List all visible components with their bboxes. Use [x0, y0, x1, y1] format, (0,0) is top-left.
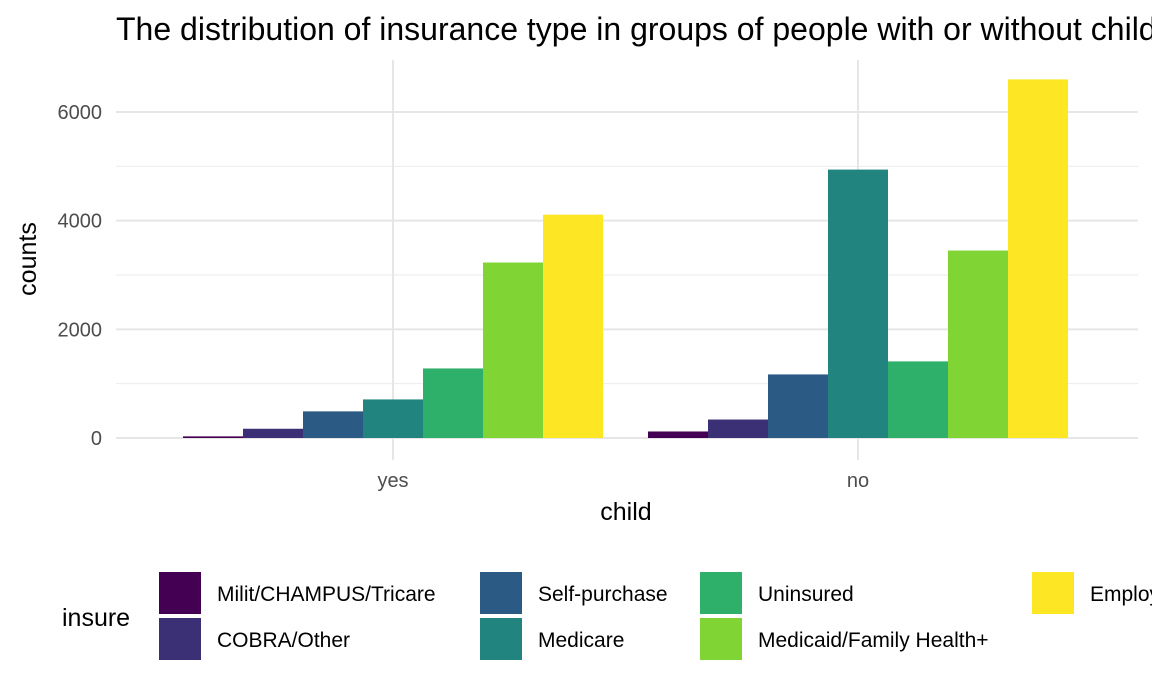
- legend-label: COBRA/Other: [217, 629, 350, 652]
- legend-swatch: [159, 572, 201, 614]
- legend-label: Milit/CHAMPUS/Tricare: [217, 583, 436, 606]
- y-tick-label: 4000: [58, 211, 103, 233]
- bar: [708, 419, 768, 438]
- legend-title: insure: [62, 604, 130, 632]
- legend-swatch: [1032, 572, 1074, 614]
- legend-label: Medicare: [538, 629, 624, 652]
- bar: [363, 399, 423, 438]
- y-tick-labels: 0 2000 4000 6000: [58, 102, 103, 450]
- bar: [828, 169, 888, 439]
- legend-swatch: [159, 618, 201, 660]
- x-tick-label: no: [847, 470, 869, 492]
- bar: [183, 436, 243, 438]
- x-tick-labels: yes no: [377, 470, 869, 492]
- y-axis-title: counts: [14, 222, 42, 296]
- legend-swatch: [700, 572, 742, 614]
- legend-swatch: [480, 618, 522, 660]
- bar: [1008, 79, 1068, 439]
- legend-label: Employer: [1090, 583, 1152, 606]
- y-tick-label: 2000: [58, 319, 103, 341]
- legend-label: Uninsured: [758, 583, 854, 606]
- bar: [303, 411, 363, 438]
- legend-label: Medicaid/Family Health+: [758, 629, 989, 652]
- bar: [768, 374, 828, 438]
- legend-swatch: [700, 618, 742, 660]
- y-tick-label: 0: [91, 428, 102, 450]
- bar: [543, 214, 603, 438]
- x-tick-label: yes: [377, 470, 408, 492]
- bar: [423, 368, 483, 438]
- legend-label: Self-purchase: [538, 583, 668, 606]
- legend-swatch: [480, 572, 522, 614]
- x-axis-title: child: [600, 498, 651, 526]
- bar: [948, 250, 1008, 438]
- y-tick-label: 6000: [58, 102, 103, 124]
- bar: [243, 428, 303, 438]
- chart-title: The distribution of insurance type in gr…: [116, 11, 1152, 47]
- bars: [183, 79, 1068, 439]
- bar: [888, 361, 948, 438]
- bar: [483, 262, 543, 438]
- bar: [648, 431, 708, 438]
- legend: Milit/CHAMPUS/Tricare COBRA/Other Self-pur…: [159, 572, 1152, 660]
